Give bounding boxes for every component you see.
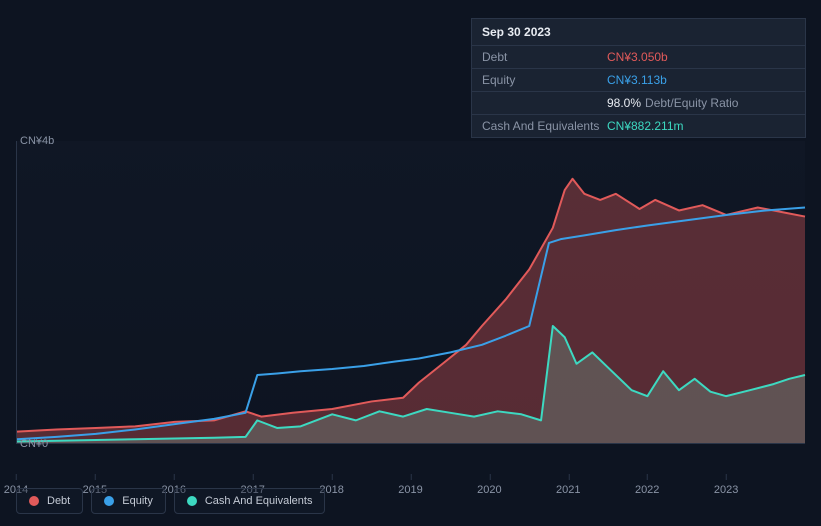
x-axis-tick-mark: [95, 474, 96, 480]
debt-equity-chart: CN¥0CN¥4b 201420152016201720182019202020…: [16, 125, 805, 476]
x-axis-tick: 2019: [398, 484, 422, 496]
x-axis-tick-label: 2019: [398, 484, 422, 496]
x-axis-tick-mark: [647, 474, 648, 480]
x-axis-tick-mark: [489, 474, 490, 480]
tooltip-metric-label: Equity: [482, 73, 607, 87]
tooltip-row: DebtCN¥3.050b: [472, 46, 805, 69]
x-axis-tick-label: 2020: [477, 484, 501, 496]
chart-tooltip: Sep 30 2023 DebtCN¥3.050bEquityCN¥3.113b…: [471, 18, 806, 138]
x-axis-tick-label: 2022: [635, 484, 659, 496]
tooltip-metric-value: 98.0%: [607, 96, 641, 110]
tooltip-metric-label: Cash And Equivalents: [482, 119, 607, 133]
y-axis-tick-label: CN¥0: [20, 438, 48, 450]
legend-item[interactable]: Debt: [16, 488, 83, 514]
tooltip-date: Sep 30 2023: [472, 19, 805, 46]
x-axis-tick-mark: [410, 474, 411, 480]
x-axis-tick-mark: [568, 474, 569, 480]
tooltip-metric-label: Debt: [482, 50, 607, 64]
tooltip-metric-value: CN¥3.050b: [607, 50, 668, 64]
legend-item[interactable]: Equity: [91, 488, 166, 514]
tooltip-metric-value: CN¥882.211m: [607, 119, 684, 133]
x-axis-tick-mark: [253, 474, 254, 480]
tooltip-metric-value: CN¥3.113b: [607, 73, 667, 87]
x-axis-tick: 2021: [556, 484, 580, 496]
legend-swatch-icon: [187, 496, 197, 506]
legend-item[interactable]: Cash And Equivalents: [174, 488, 326, 514]
legend-swatch-icon: [104, 496, 114, 506]
legend-label: Cash And Equivalents: [205, 495, 313, 507]
chart-legend: Debt Equity Cash And Equivalents: [16, 488, 325, 514]
x-axis-tick-mark: [726, 474, 727, 480]
legend-label: Debt: [47, 495, 70, 507]
series-area: [17, 179, 805, 443]
tooltip-metric-extra: Debt/Equity Ratio: [645, 96, 738, 110]
tooltip-row: EquityCN¥3.113b: [472, 69, 805, 92]
legend-swatch-icon: [29, 496, 39, 506]
x-axis-tick: 2022: [635, 484, 659, 496]
x-axis-tick: 2020: [477, 484, 501, 496]
tooltip-metric-label: [482, 96, 607, 110]
plot-area[interactable]: [16, 141, 805, 444]
x-axis-tick-mark: [174, 474, 175, 480]
x-axis-tick-label: 2023: [714, 484, 738, 496]
chart-svg: [17, 141, 805, 443]
tooltip-row: 98.0% Debt/Equity Ratio: [472, 92, 805, 115]
x-axis-tick-mark: [332, 474, 333, 480]
x-axis-tick: 2023: [714, 484, 738, 496]
tooltip-row: Cash And EquivalentsCN¥882.211m: [472, 115, 805, 137]
legend-label: Equity: [122, 495, 153, 507]
y-axis-tick-label: CN¥4b: [20, 135, 54, 147]
x-axis-tick-mark: [16, 474, 17, 480]
x-axis-tick-label: 2021: [556, 484, 580, 496]
